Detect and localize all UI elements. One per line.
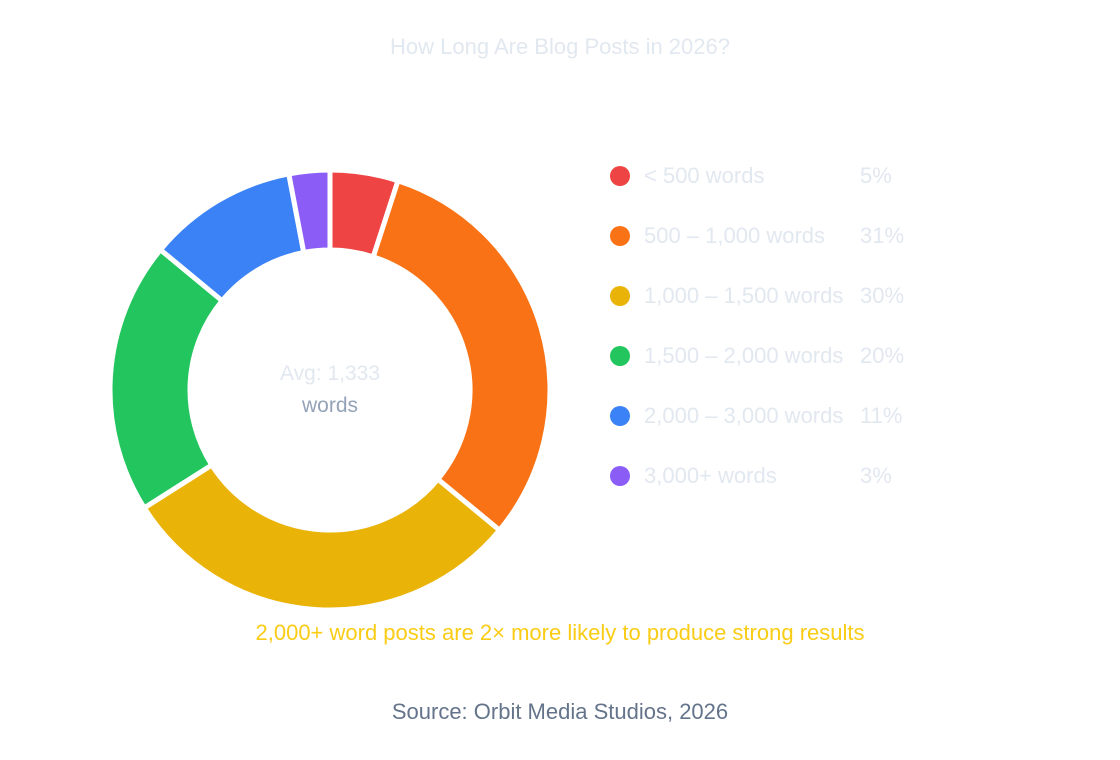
legend-label: 1,000 – 1,500 words <box>644 283 844 308</box>
legend-item: 1,500 – 2,000 words 20% <box>609 343 929 403</box>
legend-value: 30% <box>860 283 905 308</box>
legend-item: 1,000 – 1,500 words 30% <box>609 283 929 343</box>
legend-dot-icon <box>610 466 630 486</box>
legend-item: 3,000+ words 3% <box>609 463 929 523</box>
legend-item: < 500 words 5% <box>609 163 929 223</box>
legend-value: 31% <box>860 223 905 248</box>
insight-callout: 2,000+ word posts are 2× more likely to … <box>255 620 865 645</box>
legend-label: 2,000 – 3,000 words <box>644 403 844 428</box>
legend-value: 20% <box>860 343 905 368</box>
donut-segment <box>107 246 226 512</box>
center-average-value: Avg: 1,333 <box>279 362 381 385</box>
legend-label: 500 – 1,000 words <box>644 223 826 248</box>
legend-dot-icon <box>610 286 630 306</box>
legend-dot-icon <box>610 226 630 246</box>
legend-dot-icon <box>610 166 630 186</box>
legend-value: 11% <box>860 403 903 428</box>
legend-item: 2,000 – 3,000 words 11% <box>609 403 929 463</box>
source-note: Source: Orbit Media Studios, 2026 <box>391 699 729 724</box>
legend: < 500 words 5% 500 – 1,000 words 31% 1,0… <box>609 163 929 523</box>
legend-value: 5% <box>860 163 892 188</box>
legend-label: < 500 words <box>644 163 765 188</box>
legend-label: 3,000+ words <box>644 463 777 488</box>
donut-segment <box>370 177 553 534</box>
donut-segment <box>285 167 333 256</box>
legend-dot-icon <box>610 406 630 426</box>
chart-title: How Long Are Blog Posts in 2026? <box>389 34 730 59</box>
donut-segment <box>140 461 504 613</box>
legend-dot-icon <box>610 346 630 366</box>
legend-item: 500 – 1,000 words 31% <box>609 223 929 283</box>
center-average-unit: words <box>301 394 359 417</box>
legend-label: 1,500 – 2,000 words <box>644 343 844 368</box>
legend-value: 3% <box>860 463 892 488</box>
